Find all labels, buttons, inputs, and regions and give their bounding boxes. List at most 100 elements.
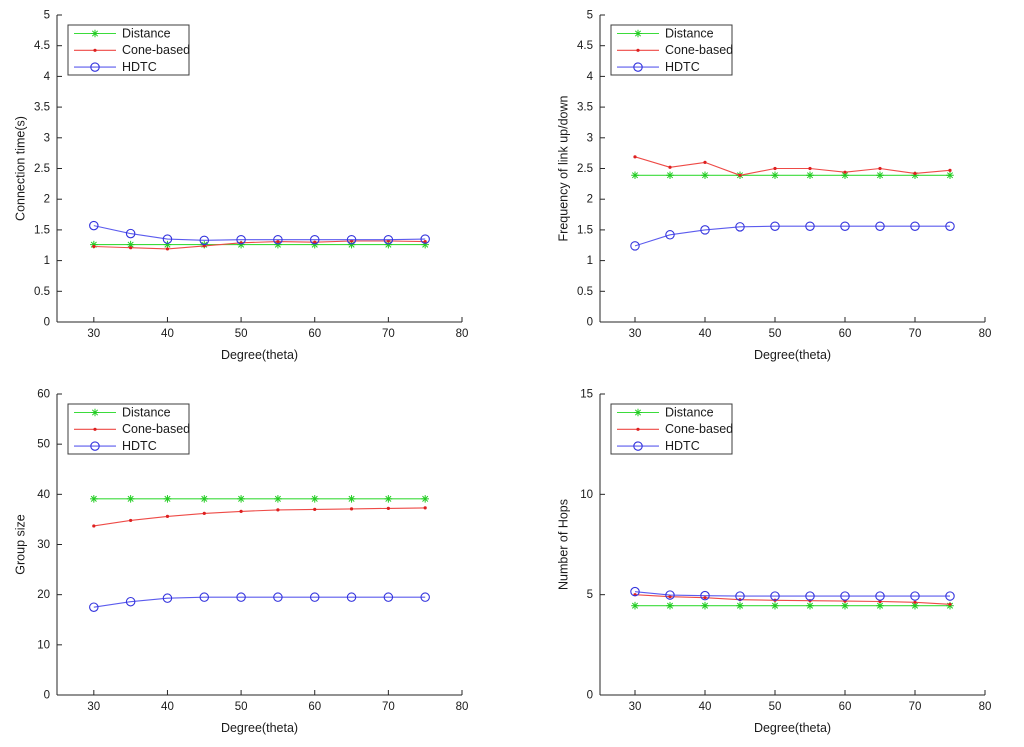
x-tick-label: 60 (839, 328, 852, 340)
y-tick-label: 2 (587, 194, 593, 206)
x-tick-label: 50 (769, 328, 782, 340)
legend-label: Distance (665, 26, 714, 40)
tick-labels: 30 40 50 60 70 80 0 0.5 1 1.5 2 2.5 3 3.5 4 4.5 5 (577, 10, 991, 341)
legend-item-cone-based: Cone-based (74, 422, 190, 436)
x-tick-label: 30 (87, 701, 100, 713)
y-tick-label: 0 (44, 690, 50, 702)
x-tick-label: 60 (308, 701, 321, 713)
legend-label: HDTC (665, 439, 700, 453)
y-tick-label: 1.5 (577, 224, 593, 236)
y-axis-label: Connection time(s) (13, 116, 27, 221)
y-tick-label: 1 (44, 255, 50, 267)
y-tick-label: 4.5 (34, 40, 50, 52)
legend-label: Cone-based (665, 43, 733, 57)
legend-item-hdtc: HDTC (74, 439, 157, 453)
x-tick-label: 30 (629, 701, 642, 713)
y-tick-label: 4.5 (577, 40, 593, 52)
chart-frequency-link-up-down-svg: 30 40 50 60 70 80 0 0.5 1 1.5 2 2.5 3 3.5 4 4.5 5 Degree(… (556, 10, 991, 362)
x-axis-label: Degree(theta) (754, 348, 831, 362)
x-tick-label: 80 (456, 328, 469, 340)
chart-group-size: 30 40 50 60 70 80 0 10 20 30 40 50 60 Degree(theta) Gr… (0, 373, 512, 747)
y-tick-label: 5 (587, 10, 593, 22)
legend-label: Cone-based (665, 422, 733, 436)
y-tick-label: 1.5 (34, 224, 50, 236)
legend: Distance Cone-based HDTC (610, 403, 733, 455)
x-tick-label: 80 (979, 328, 992, 340)
x-tick-label: 70 (382, 701, 395, 713)
chart-group-size-svg: 30 40 50 60 70 80 0 10 20 30 40 50 60 Degree(theta) Gr… (13, 389, 468, 735)
y-tick-label: 4 (44, 71, 51, 83)
y-tick-label: 15 (580, 389, 593, 401)
legend-label: HDTC (122, 439, 157, 453)
x-tick-label: 80 (456, 701, 469, 713)
x-tick-label: 50 (769, 701, 782, 713)
chart-number-of-hops-svg: 30 40 50 60 70 80 0 5 10 15 Degree(theta) Number of… (556, 389, 992, 735)
legend-item-hdtc: HDTC (617, 439, 700, 453)
series-hdtc (89, 220, 430, 246)
y-tick-label: 1 (587, 255, 593, 267)
y-tick-label: 20 (37, 589, 50, 601)
axes (56, 14, 463, 323)
x-tick-label: 30 (87, 328, 100, 340)
chart-frequency-link-up-down: 30 40 50 60 70 80 0 0.5 1 1.5 2 2.5 3 3.5 4 4.5 5 Degree(… (512, 0, 1024, 373)
x-tick-label: 50 (235, 328, 248, 340)
y-axis-label: Number of Hops (556, 499, 570, 590)
chart-connection-time-svg: 30 40 50 60 70 80 0 0.5 1 1.5 2 2.5 3 3.5 4 4.5 5 Degree(… (13, 10, 469, 362)
x-tick-label: 70 (909, 328, 922, 340)
axes (599, 393, 986, 696)
x-tick-label: 40 (161, 328, 174, 340)
x-tick-label: 70 (382, 328, 395, 340)
y-tick-label: 60 (37, 389, 50, 401)
legend: Distance Cone-based HDTC (67, 24, 190, 76)
series-cone-based (92, 506, 427, 528)
axes (599, 14, 986, 323)
x-tick-label: 50 (235, 701, 248, 713)
x-tick-label: 30 (629, 328, 642, 340)
legend-label: Distance (665, 405, 714, 419)
legend-item-cone-based: Cone-based (617, 422, 733, 436)
legend-item-distance: Distance (74, 405, 171, 419)
y-tick-label: 40 (37, 489, 50, 501)
series-distance (631, 601, 954, 610)
legend-label: Distance (122, 26, 171, 40)
y-tick-label: 3.5 (34, 102, 50, 114)
x-axis-label: Degree(theta) (221, 721, 298, 735)
y-tick-label: 50 (37, 439, 50, 451)
legend: Distance Cone-based HDTC (610, 24, 733, 76)
y-tick-label: 10 (37, 639, 50, 651)
chart-number-of-hops: 30 40 50 60 70 80 0 5 10 15 Degree(theta) Number of… (512, 373, 1024, 747)
y-axis-label: Group size (13, 514, 27, 574)
y-tick-label: 5 (44, 10, 50, 22)
x-tick-label: 40 (161, 701, 174, 713)
legend-item-distance: Distance (617, 405, 714, 419)
legend-item-hdtc: HDTC (74, 60, 157, 74)
x-tick-label: 40 (699, 328, 712, 340)
y-tick-label: 0 (587, 317, 593, 329)
y-tick-label: 0.5 (577, 286, 593, 298)
tick-labels: 30 40 50 60 70 80 0 10 20 30 40 50 60 (37, 389, 468, 714)
x-tick-label: 80 (979, 701, 992, 713)
series-cone-based (633, 155, 952, 177)
y-tick-label: 3.5 (577, 102, 593, 114)
y-tick-label: 4 (587, 71, 594, 83)
y-tick-label: 2.5 (577, 163, 593, 175)
y-tick-label: 10 (580, 489, 593, 501)
y-tick-label: 0 (44, 317, 50, 329)
y-tick-label: 3 (44, 132, 50, 144)
legend-item-cone-based: Cone-based (74, 43, 190, 57)
legend-label: HDTC (122, 60, 157, 74)
series-distance (90, 495, 429, 503)
chart-connection-time: 30 40 50 60 70 80 0 0.5 1 1.5 2 2.5 3 3.5 4 4.5 5 Degree(… (0, 0, 512, 373)
y-tick-label: 0.5 (34, 286, 50, 298)
x-tick-label: 60 (839, 701, 852, 713)
legend-item-hdtc: HDTC (617, 60, 700, 74)
series-hdtc (630, 586, 955, 601)
x-axis-label: Degree(theta) (754, 721, 831, 735)
axes (56, 393, 463, 696)
x-axis-label: Degree(theta) (221, 348, 298, 362)
y-tick-label: 30 (37, 539, 50, 551)
legend-label: Cone-based (122, 422, 190, 436)
legend-item-cone-based: Cone-based (617, 43, 733, 57)
y-tick-label: 0 (587, 690, 593, 702)
